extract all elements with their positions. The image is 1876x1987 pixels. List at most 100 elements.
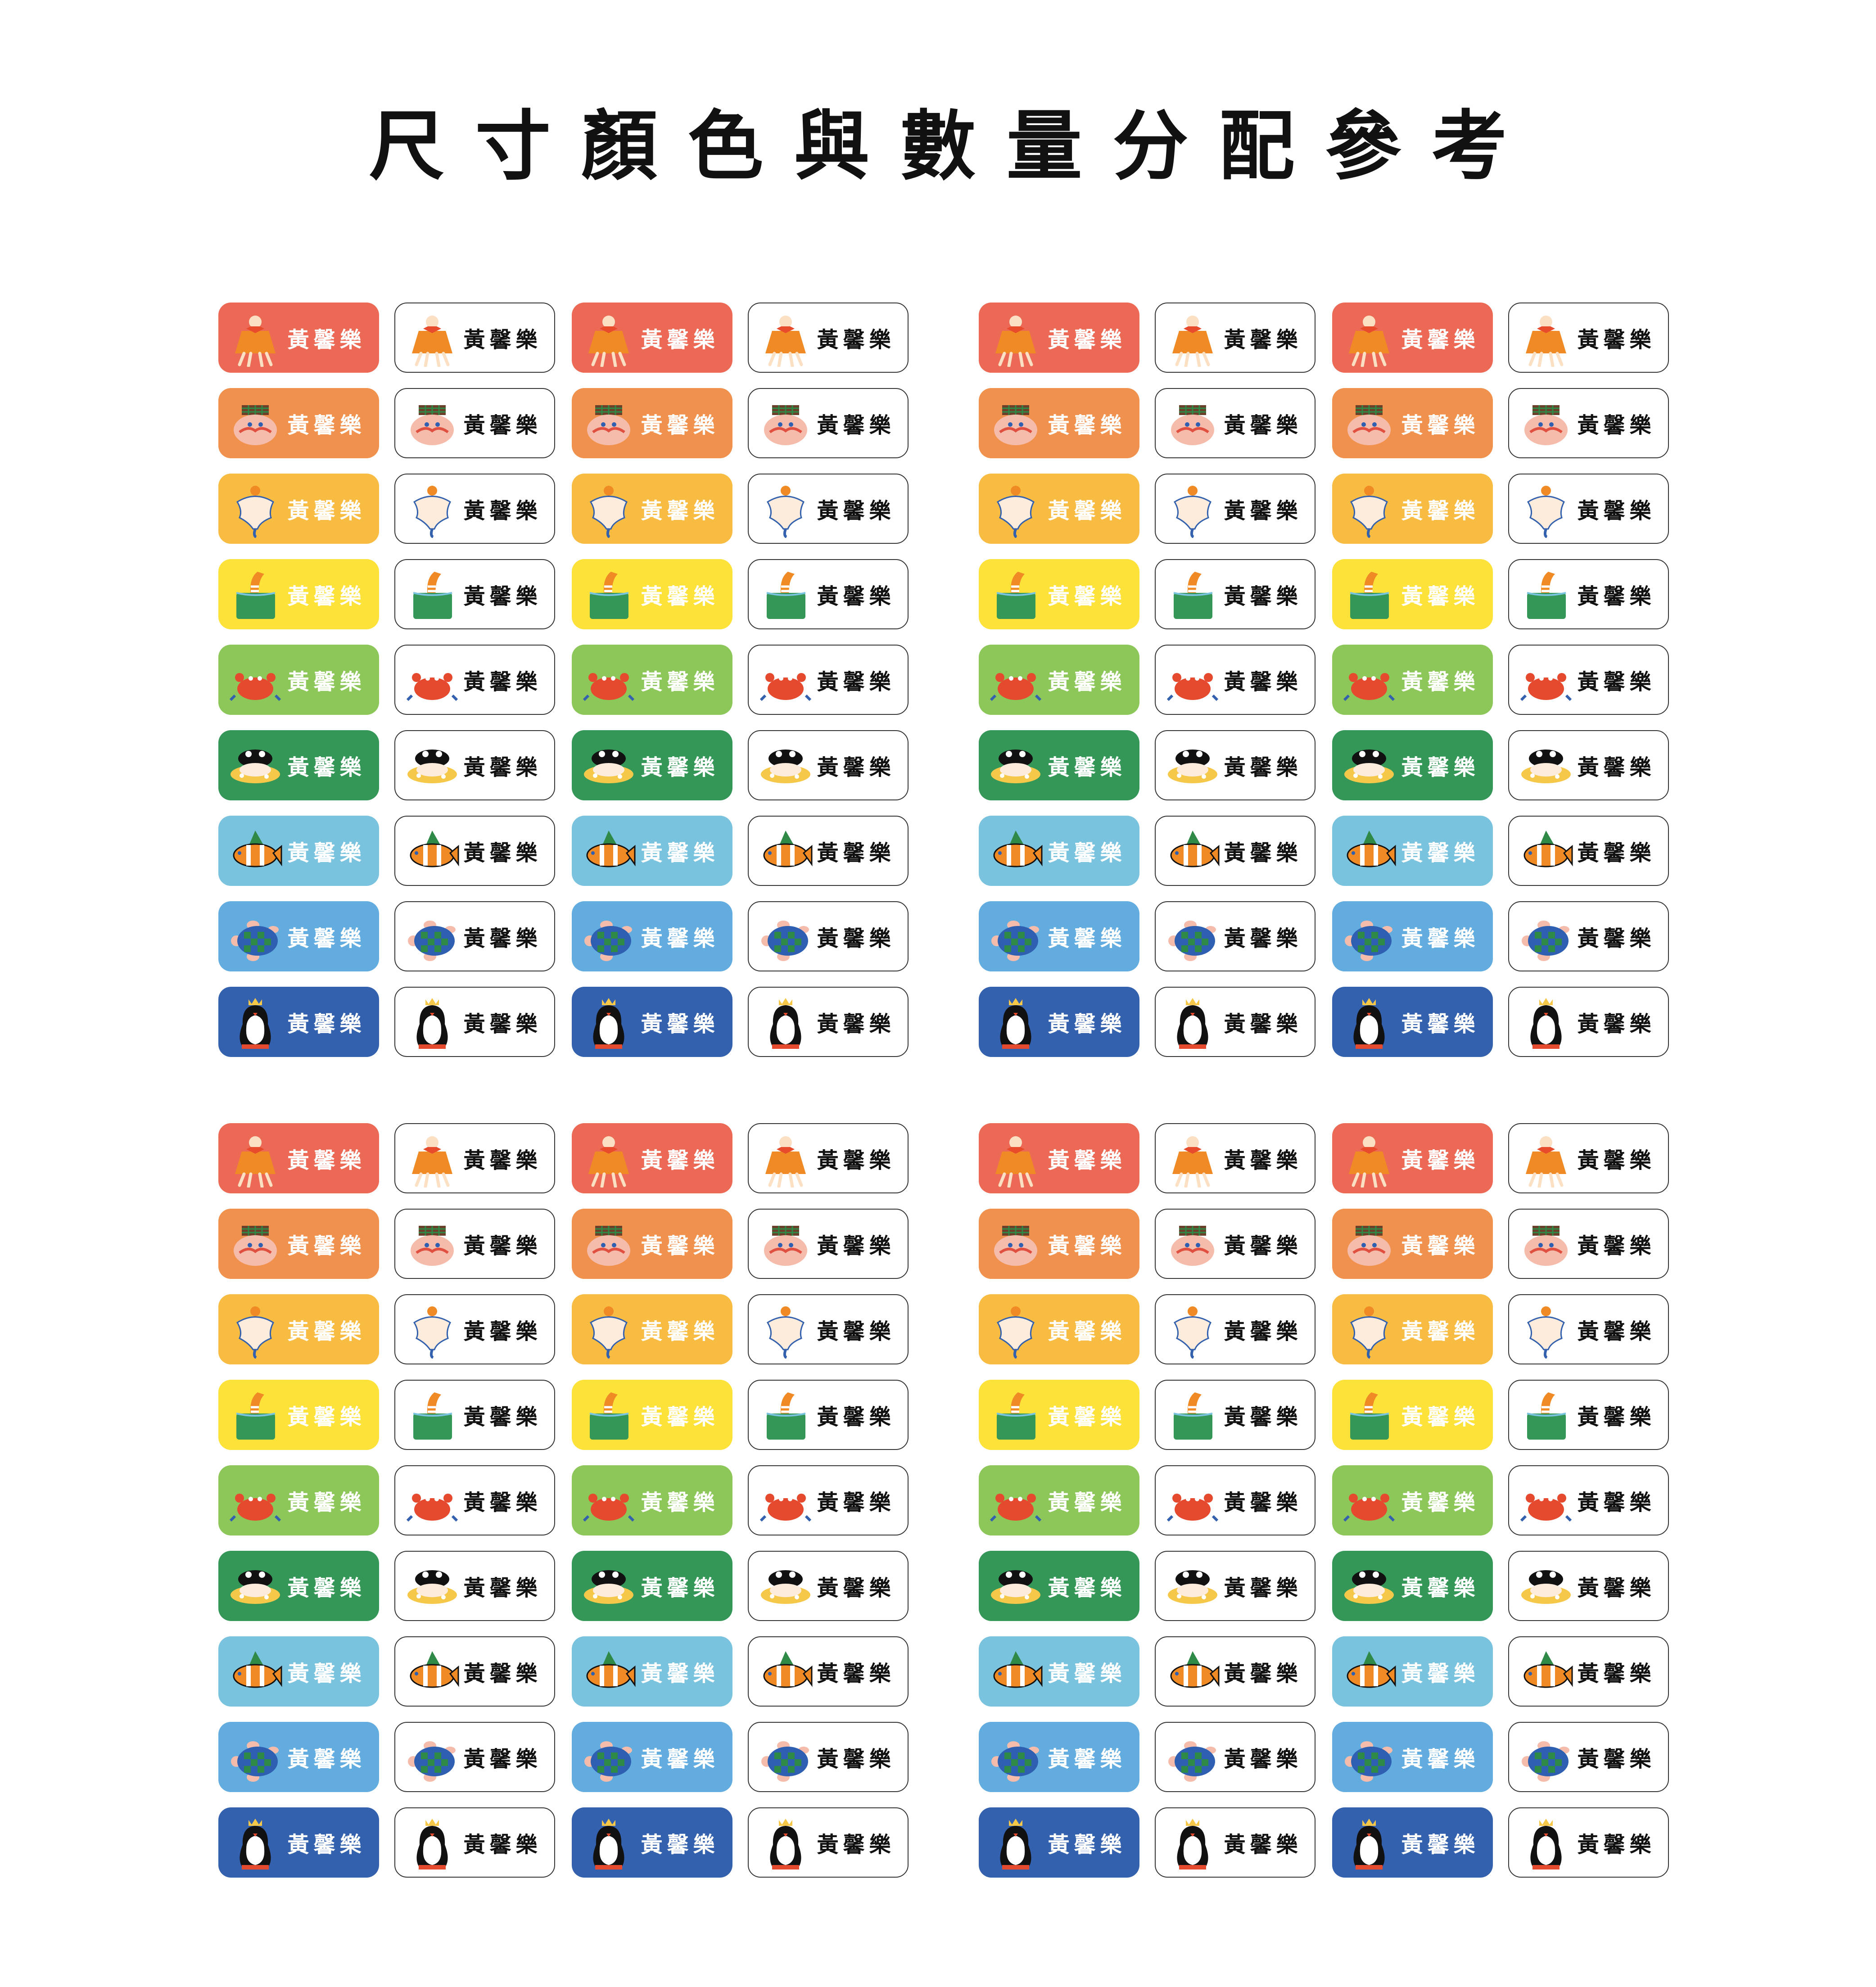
name-label-penguin-white: 黃馨樂: [748, 987, 909, 1057]
turtle-icon: [991, 921, 1039, 961]
jester-icon: [1526, 316, 1566, 367]
label-name: 黃馨樂: [287, 1490, 366, 1515]
label-name: 黃馨樂: [1048, 669, 1126, 695]
jester-icon: [765, 1136, 806, 1188]
name-label-mustache-face-white: 黃馨樂: [1155, 1209, 1315, 1279]
eel-in-book-icon: [589, 572, 629, 619]
penguin-icon: [1530, 1819, 1562, 1870]
label-name: 黃馨樂: [287, 1404, 366, 1430]
name-label-eel-in-book-white: 黃馨樂: [748, 559, 909, 629]
label-name: 黃馨樂: [1577, 413, 1656, 438]
name-label-crab-colored: 黃馨樂: [1332, 645, 1493, 715]
name-label-penguin-white: 黃馨樂: [1508, 987, 1669, 1057]
frog-float-icon: [991, 750, 1040, 783]
label-name: 黃馨樂: [463, 1233, 542, 1259]
label-name: 黃馨樂: [641, 584, 719, 609]
name-label-turtle-colored: 黃馨樂: [979, 901, 1139, 971]
name-label-frog-float-colored: 黃馨樂: [218, 1551, 379, 1621]
name-label-mustache-face-colored: 黃馨樂: [1332, 388, 1493, 458]
name-label-ghost-white: 黃馨樂: [1508, 474, 1669, 544]
name-label-mustache-face-white: 黃馨樂: [748, 1209, 909, 1279]
name-label-frog-float-white: 黃馨樂: [1155, 730, 1315, 800]
label-name: 黃馨樂: [817, 755, 895, 780]
name-label-turtle-colored: 黃馨樂: [1332, 901, 1493, 971]
name-label-clownfish-colored: 黃馨樂: [979, 816, 1139, 886]
name-label-crab-white: 黃馨樂: [1508, 1465, 1669, 1535]
jester-icon: [1526, 1136, 1566, 1188]
name-label-frog-float-colored: 黃馨樂: [1332, 730, 1493, 800]
name-label-frog-float-white: 黃馨樂: [1508, 730, 1669, 800]
name-label-eel-in-book-white: 黃馨樂: [1508, 1380, 1669, 1450]
label-name: 黃馨樂: [1577, 584, 1656, 609]
label-name: 黃馨樂: [641, 755, 719, 780]
frog-float-icon: [584, 750, 633, 783]
label-name: 黃馨樂: [1577, 1747, 1656, 1772]
name-label-clownfish-white: 黃馨樂: [1155, 816, 1315, 886]
label-name: 黃馨樂: [1401, 926, 1480, 951]
label-name: 黃馨樂: [463, 926, 542, 951]
jester-icon: [412, 1136, 452, 1188]
jester-icon: [235, 1136, 276, 1188]
eel-in-book-icon: [766, 1392, 806, 1440]
clownfish-icon: [993, 1651, 1043, 1688]
name-label-penguin-colored: 黃馨樂: [979, 1807, 1139, 1878]
label-name: 黃馨樂: [817, 926, 895, 951]
name-label-ghost-white: 黃馨樂: [748, 1294, 909, 1364]
eel-in-book-icon: [996, 572, 1036, 619]
mustache-face-icon: [411, 1226, 454, 1266]
label-name: 黃馨樂: [641, 1747, 719, 1772]
label-name: 黃馨樂: [463, 413, 542, 438]
name-label-penguin-colored: 黃馨樂: [218, 987, 379, 1057]
clownfish-icon: [586, 1651, 636, 1688]
jester-icon: [235, 316, 276, 367]
name-label-crab-colored: 黃馨樂: [572, 645, 732, 715]
ghost-icon: [996, 1306, 1035, 1359]
name-label-ghost-colored: 黃馨樂: [218, 474, 379, 544]
name-label-mustache-face-white: 黃馨樂: [1508, 388, 1669, 458]
label-name: 黃馨樂: [463, 1747, 542, 1772]
label-name: 黃馨樂: [463, 1490, 542, 1515]
label-name: 黃馨樂: [1577, 1490, 1656, 1515]
label-name: 黃馨樂: [1224, 1012, 1302, 1037]
name-label-turtle-white: 黃馨樂: [1155, 1722, 1315, 1792]
label-name: 黃馨樂: [641, 1233, 719, 1259]
mustache-face-icon: [764, 1226, 807, 1266]
name-label-frog-float-colored: 黃馨樂: [572, 1551, 732, 1621]
name-label-penguin-white: 黃馨樂: [394, 987, 555, 1057]
name-label-crab-colored: 黃馨樂: [1332, 1465, 1493, 1535]
label-name: 黃馨樂: [1577, 327, 1656, 352]
clownfish-icon: [1170, 1651, 1220, 1688]
eel-in-book-icon: [996, 1392, 1036, 1440]
name-label-jester-white: 黃馨樂: [748, 303, 909, 373]
name-label-penguin-colored: 黃馨樂: [572, 987, 732, 1057]
label-name: 黃馨樂: [1401, 327, 1480, 352]
crab-icon: [229, 673, 281, 701]
ghost-icon: [413, 1306, 451, 1359]
label-name: 黃馨樂: [463, 1661, 542, 1686]
label-name: 黃馨樂: [1401, 669, 1480, 695]
ghost-icon: [1350, 486, 1388, 538]
name-label-jester-white: 黃馨樂: [1508, 1123, 1669, 1193]
jester-icon: [995, 1136, 1036, 1188]
clownfish-icon: [233, 1651, 282, 1688]
jester-icon: [1172, 316, 1213, 367]
name-label-ghost-colored: 黃馨樂: [572, 1294, 732, 1364]
name-label-jester-colored: 黃馨樂: [218, 303, 379, 373]
mustache-face-icon: [587, 405, 630, 445]
label-name: 黃馨樂: [287, 1012, 366, 1037]
label-name: 黃馨樂: [1224, 1319, 1302, 1344]
label-name: 黃馨樂: [817, 669, 895, 695]
penguin-icon: [1000, 1819, 1031, 1870]
label-name: 黃馨樂: [1577, 840, 1656, 866]
mustache-face-icon: [1524, 1226, 1568, 1266]
label-name: 黃馨樂: [641, 669, 719, 695]
name-label-turtle-white: 黃馨樂: [1508, 901, 1669, 971]
name-label-ghost-colored: 黃馨樂: [572, 474, 732, 544]
name-label-mustache-face-colored: 黃馨樂: [1332, 1209, 1493, 1279]
jester-icon: [1349, 1136, 1389, 1188]
name-label-eel-in-book-colored: 黃馨樂: [979, 1380, 1139, 1450]
label-name: 黃馨樂: [817, 584, 895, 609]
label-name: 黃馨樂: [1401, 1832, 1480, 1857]
label-name: 黃馨樂: [1048, 1012, 1126, 1037]
name-label-eel-in-book-colored: 黃馨樂: [1332, 559, 1493, 629]
